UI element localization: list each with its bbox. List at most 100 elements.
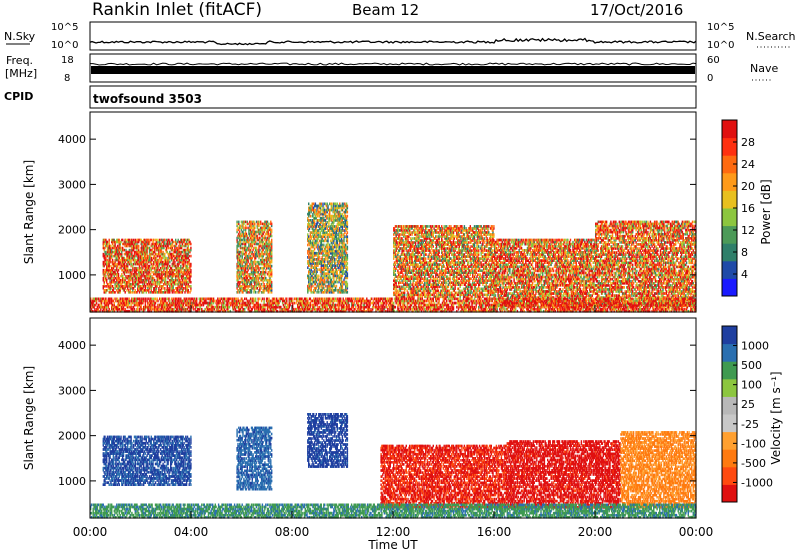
echo-cell — [328, 281, 329, 284]
echo-cell — [145, 285, 146, 288]
echo-cell — [419, 235, 420, 238]
nsearch-label: N.Search — [746, 30, 796, 43]
echo-cell — [157, 239, 158, 242]
echo-cell — [246, 227, 247, 230]
echo-cell — [396, 241, 397, 244]
echo-cell — [261, 283, 262, 286]
echo-cell — [255, 291, 256, 294]
nave-tick-top: 60 — [707, 55, 720, 66]
echo-cell — [120, 259, 121, 262]
echo-cell — [317, 268, 318, 271]
freq-unit-label: [MHz] — [5, 67, 37, 80]
echo-cell — [255, 261, 256, 264]
echo-cell — [190, 269, 191, 272]
echo-cell — [268, 223, 269, 226]
echo-cell — [321, 203, 322, 206]
echo-cell — [318, 275, 319, 278]
echo-cell — [175, 239, 176, 242]
echo-cell — [168, 247, 169, 250]
echo-cell — [156, 239, 157, 242]
beam-title: Beam 12 — [352, 1, 419, 19]
echo-cell — [332, 264, 333, 267]
echo-cell — [151, 271, 152, 274]
echo-cell — [238, 221, 239, 224]
echo-cell — [308, 203, 309, 206]
echo-cell — [261, 287, 262, 290]
echo-cell — [314, 248, 315, 251]
echo-cell — [189, 259, 190, 262]
echo-cell — [166, 257, 167, 260]
echo-region — [307, 203, 348, 294]
echo-cell — [319, 256, 320, 259]
nsky-tick-bottom: 10^0 — [51, 40, 78, 51]
echo-cell — [400, 281, 401, 284]
echo-cell — [189, 255, 190, 258]
echo-cell — [347, 211, 348, 214]
echo-cell — [347, 205, 348, 208]
echo-cell — [271, 235, 272, 238]
rti-figure: Rankin Inlet (fitACF) Beam 12 17/Oct/201… — [0, 0, 800, 554]
freq-band-fill — [91, 66, 695, 74]
echo-cell — [247, 291, 248, 294]
echo-cell — [164, 239, 165, 242]
echo-cell — [129, 249, 130, 252]
echo-cell — [317, 242, 318, 245]
echo-cell — [169, 261, 170, 264]
rti-plot: Rankin Inlet (fitACF) Beam 12 17/Oct/201… — [0, 0, 800, 554]
echo-cell — [347, 291, 348, 294]
power-heatmap — [90, 203, 697, 313]
echo-cell — [183, 287, 184, 290]
echo-cell — [347, 266, 348, 269]
echo-cell — [113, 287, 114, 290]
echo-cell — [122, 239, 123, 242]
echo-cell — [271, 229, 272, 232]
freq-tick-top: 18 — [61, 55, 74, 66]
echo-cell — [162, 277, 163, 280]
echo-cell — [153, 239, 154, 242]
echo-cell — [107, 241, 108, 244]
echo-region — [236, 221, 272, 294]
echo-cell — [410, 231, 411, 234]
echo-cell — [427, 225, 428, 228]
echo-cell — [271, 223, 272, 226]
echo-cell — [344, 235, 345, 238]
echo-cell — [258, 267, 259, 270]
echo-cell — [240, 225, 241, 228]
echo-cell — [164, 287, 165, 290]
echo-cell — [190, 243, 191, 246]
echo-cell — [337, 281, 338, 284]
echo-cell — [327, 225, 328, 228]
echo-cell — [164, 253, 165, 256]
echo-cell — [412, 241, 413, 244]
echo-cell — [159, 239, 160, 242]
echo-cell — [260, 221, 261, 224]
echo-cell — [423, 225, 424, 228]
nave-tick-bottom: 0 — [707, 73, 713, 84]
nsky-panel — [90, 22, 696, 50]
echo-cell — [190, 281, 191, 284]
echo-cell — [417, 225, 418, 228]
echo-cell — [173, 241, 174, 244]
echo-cell — [334, 258, 335, 261]
nsearch-tick-top: 10^5 — [707, 22, 734, 33]
echo-cell — [245, 221, 246, 224]
echo-cell — [402, 273, 403, 276]
echo-cell — [150, 273, 151, 276]
echo-cell — [401, 225, 402, 228]
echo-cell — [190, 285, 191, 288]
echo-cell — [345, 244, 346, 247]
echo-region — [393, 225, 495, 298]
echo-cell — [413, 283, 414, 286]
echo-cell — [109, 239, 110, 242]
echo-cell — [105, 275, 106, 278]
echo-cell — [173, 289, 174, 292]
echo-cell — [310, 215, 311, 218]
echo-cell — [322, 203, 323, 206]
echo-cell — [347, 246, 348, 249]
echo-cell — [271, 265, 272, 268]
nsearch-tick-bottom: 10^0 — [707, 40, 734, 51]
echo-cell — [256, 247, 257, 250]
nsky-tick-top: 10^5 — [51, 22, 78, 33]
echo-cell — [347, 215, 348, 218]
echo-cell — [133, 239, 134, 242]
